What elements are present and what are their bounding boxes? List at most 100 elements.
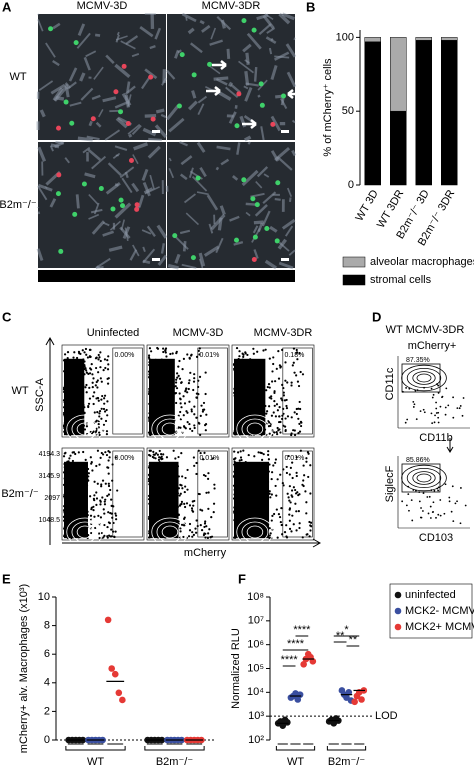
- event: [302, 479, 305, 482]
- cell: [274, 238, 280, 244]
- event: [183, 505, 187, 509]
- event: [265, 412, 268, 415]
- data-point: [300, 661, 307, 668]
- event: [165, 355, 168, 358]
- event: [102, 536, 105, 539]
- event: [268, 490, 271, 493]
- event: [286, 492, 289, 495]
- event: [295, 412, 298, 416]
- event: [288, 499, 291, 502]
- event: [100, 531, 104, 535]
- tissue-texture: [260, 126, 265, 141]
- event: [192, 533, 195, 537]
- contour: [151, 414, 189, 444]
- event: [106, 535, 109, 538]
- event: [66, 357, 69, 360]
- event: [236, 451, 240, 454]
- event: [190, 408, 193, 411]
- event: [266, 410, 269, 413]
- event: [181, 487, 184, 490]
- event: [93, 499, 96, 502]
- event: [97, 353, 100, 357]
- event: [100, 485, 103, 488]
- panel-label: E: [2, 571, 11, 586]
- event: [107, 355, 110, 358]
- event: [174, 457, 177, 460]
- bar-segment: [390, 110, 407, 186]
- contour: [156, 418, 184, 440]
- event: [280, 397, 283, 400]
- cell: [172, 233, 178, 239]
- tissue-texture: [127, 123, 141, 135]
- event: [105, 433, 109, 436]
- event: [289, 466, 292, 469]
- event: [149, 454, 152, 457]
- event: [155, 452, 158, 455]
- tissue-texture: [122, 226, 131, 240]
- event: [270, 395, 273, 398]
- tissue-texture: [199, 258, 204, 269]
- event: [103, 397, 106, 400]
- event: [203, 451, 206, 454]
- event: [456, 407, 459, 410]
- event: [422, 408, 425, 411]
- event: [179, 410, 182, 414]
- event: [107, 363, 110, 366]
- cell: [259, 102, 265, 108]
- event: [199, 414, 202, 417]
- event: [270, 493, 273, 496]
- tissue-texture: [105, 54, 115, 65]
- tissue-texture: [247, 141, 251, 145]
- event: [192, 380, 196, 383]
- event: [88, 355, 92, 358]
- column-header: MCMV-3D: [77, 0, 128, 12]
- contour: [406, 367, 442, 388]
- event: [104, 419, 108, 423]
- event: [114, 456, 117, 459]
- event: [188, 504, 192, 507]
- event: [269, 496, 272, 499]
- tissue-texture: [242, 43, 252, 53]
- tissue-texture: [52, 87, 64, 102]
- event: [193, 405, 196, 408]
- tissue-texture: [263, 173, 270, 178]
- event: [181, 475, 184, 478]
- cell: [251, 257, 257, 263]
- y-arrow: [45, 336, 55, 545]
- cell: [207, 61, 213, 67]
- event: [412, 406, 415, 408]
- event: [182, 535, 185, 539]
- x-arrow: [62, 538, 322, 548]
- event: [304, 490, 307, 493]
- bar-segment: [441, 40, 458, 186]
- event: [83, 428, 87, 431]
- event: [290, 384, 293, 387]
- event: [276, 409, 279, 412]
- event: [96, 482, 99, 485]
- event: [179, 418, 182, 421]
- event: [422, 510, 424, 512]
- tissue-texture: [210, 27, 217, 40]
- event: [437, 384, 440, 387]
- event: [437, 411, 440, 414]
- event: [302, 464, 305, 467]
- tissue-texture: [114, 145, 128, 151]
- tissue-texture: [69, 101, 82, 107]
- tissue-texture: [114, 63, 131, 79]
- cell: [176, 103, 182, 109]
- contour: [412, 371, 436, 385]
- data-point: [119, 696, 126, 704]
- event: [283, 399, 287, 402]
- event: [93, 411, 96, 414]
- event: [91, 373, 94, 376]
- event: [175, 387, 179, 390]
- event: [413, 403, 416, 406]
- tissue-texture: [277, 238, 288, 250]
- arrow: [287, 89, 302, 99]
- event: [178, 504, 182, 507]
- tissue-texture: [278, 12, 291, 25]
- event: [309, 492, 312, 495]
- event: [106, 414, 109, 417]
- event: [94, 357, 98, 360]
- event: [291, 514, 294, 517]
